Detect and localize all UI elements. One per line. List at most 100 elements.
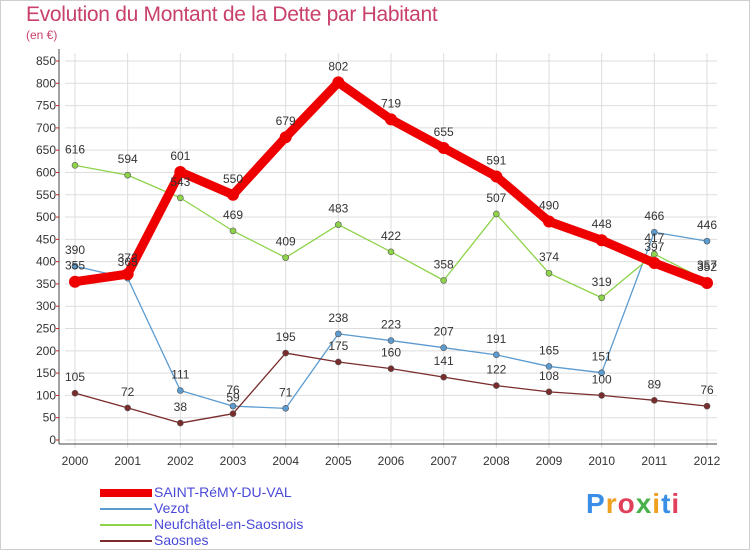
data-label: 490 <box>539 199 559 213</box>
data-label: 374 <box>539 250 559 264</box>
data-point <box>703 402 711 410</box>
logo-letter: P <box>586 488 606 519</box>
data-label: 238 <box>328 311 348 325</box>
data-point <box>335 330 342 338</box>
data-label: 372 <box>118 251 138 265</box>
data-label: 446 <box>697 218 717 232</box>
data-labels: 3553726015506798027196555914904483973523… <box>65 59 717 414</box>
data-label: 802 <box>328 59 348 73</box>
data-point <box>227 188 239 201</box>
data-label: 591 <box>486 153 506 167</box>
data-point <box>332 76 345 89</box>
data-point <box>543 215 555 228</box>
data-point <box>177 387 184 394</box>
data-label: 151 <box>592 350 612 364</box>
x-tick-label: 2012 <box>694 454 721 468</box>
x-tick-label: 2004 <box>272 454 299 468</box>
logo-letter: i <box>671 488 681 519</box>
data-point <box>701 277 713 290</box>
chart-subtitle: (en €) <box>26 28 58 42</box>
logo-letter: t <box>661 488 672 519</box>
chart-title: Evolution du Montant de la Dette par Hab… <box>26 3 438 26</box>
data-label: 655 <box>434 125 454 139</box>
legend-swatch <box>100 508 152 510</box>
data-label: 409 <box>276 235 296 249</box>
data-label: 363 <box>118 255 138 269</box>
data-label: 108 <box>539 369 559 383</box>
data-label: 195 <box>276 330 296 344</box>
data-label: 466 <box>644 209 664 223</box>
data-label: 352 <box>697 260 717 274</box>
data-label: 207 <box>434 325 454 339</box>
data-point <box>490 170 503 183</box>
data-label: 357 <box>697 258 717 272</box>
y-tick-label: 650 <box>36 143 56 157</box>
data-point <box>282 254 289 261</box>
data-label: 397 <box>644 240 664 254</box>
x-tick-label: 2008 <box>483 454 510 468</box>
legend-label: Vezot <box>154 500 190 516</box>
data-point <box>71 162 79 169</box>
data-label: 71 <box>279 385 293 399</box>
data-label: 390 <box>65 243 85 257</box>
y-tick-label: 700 <box>36 121 56 135</box>
x-tick-label: 2001 <box>114 454 141 468</box>
y-tick-label: 750 <box>36 99 56 113</box>
x-tick-label: 2000 <box>62 454 89 468</box>
data-label: 422 <box>381 229 401 243</box>
legend-label: Neufchâtel-en-Saosnois <box>154 516 304 532</box>
data-point <box>440 277 447 284</box>
data-point <box>387 365 395 372</box>
data-point <box>71 389 79 397</box>
data-label: 417 <box>644 231 664 245</box>
data-point <box>440 373 447 381</box>
data-point <box>598 392 605 399</box>
data-point <box>177 194 184 202</box>
data-point <box>493 210 500 218</box>
data-label: 160 <box>381 346 401 360</box>
y-tick-label: 250 <box>36 322 56 336</box>
data-point <box>651 397 658 404</box>
y-tick-label: 550 <box>36 188 56 202</box>
data-label: 89 <box>648 377 662 391</box>
x-tick-label: 2003 <box>220 454 247 468</box>
data-point <box>124 404 131 412</box>
data-label: 543 <box>170 175 190 189</box>
data-point <box>387 337 395 344</box>
logo-letter: i <box>652 488 662 519</box>
y-tick-label: 500 <box>36 210 56 224</box>
data-label: 679 <box>276 114 296 128</box>
data-point <box>545 269 553 277</box>
data-label: 719 <box>381 96 401 110</box>
legend-label: SAINT-RéMY-DU-VAL <box>154 484 292 500</box>
x-tick-label: 2010 <box>588 454 615 468</box>
data-point <box>177 419 184 427</box>
y-tick-label: 800 <box>36 76 56 90</box>
data-label: 59 <box>226 391 240 405</box>
data-label: 76 <box>226 383 240 397</box>
proxiti-logo: Proxiti <box>586 488 680 520</box>
data-point <box>229 227 237 235</box>
legend-swatch <box>100 489 152 497</box>
data-point <box>648 256 661 269</box>
data-point <box>703 237 711 245</box>
y-tick-label: 350 <box>36 277 56 291</box>
x-tick-label: 2006 <box>378 454 405 468</box>
legend-label: Saosnes <box>154 532 209 548</box>
data-label: 175 <box>328 339 348 353</box>
x-tick-label: 2002 <box>167 454 194 468</box>
data-point <box>440 344 447 352</box>
data-label: 76 <box>700 383 714 397</box>
data-label: 319 <box>592 275 612 289</box>
data-point <box>335 358 342 366</box>
logo-letter: o <box>617 488 636 519</box>
data-label: 448 <box>592 217 612 231</box>
data-label: 122 <box>486 363 506 377</box>
data-point <box>385 113 397 126</box>
legend-swatch <box>100 540 152 542</box>
axes: 0 50 100 150 200 250 300 350 400 450 500 550 600 650 7… <box>36 49 721 468</box>
data-point <box>335 221 342 228</box>
data-point <box>71 262 79 270</box>
legend-swatch <box>100 524 152 526</box>
data-point <box>493 382 500 389</box>
